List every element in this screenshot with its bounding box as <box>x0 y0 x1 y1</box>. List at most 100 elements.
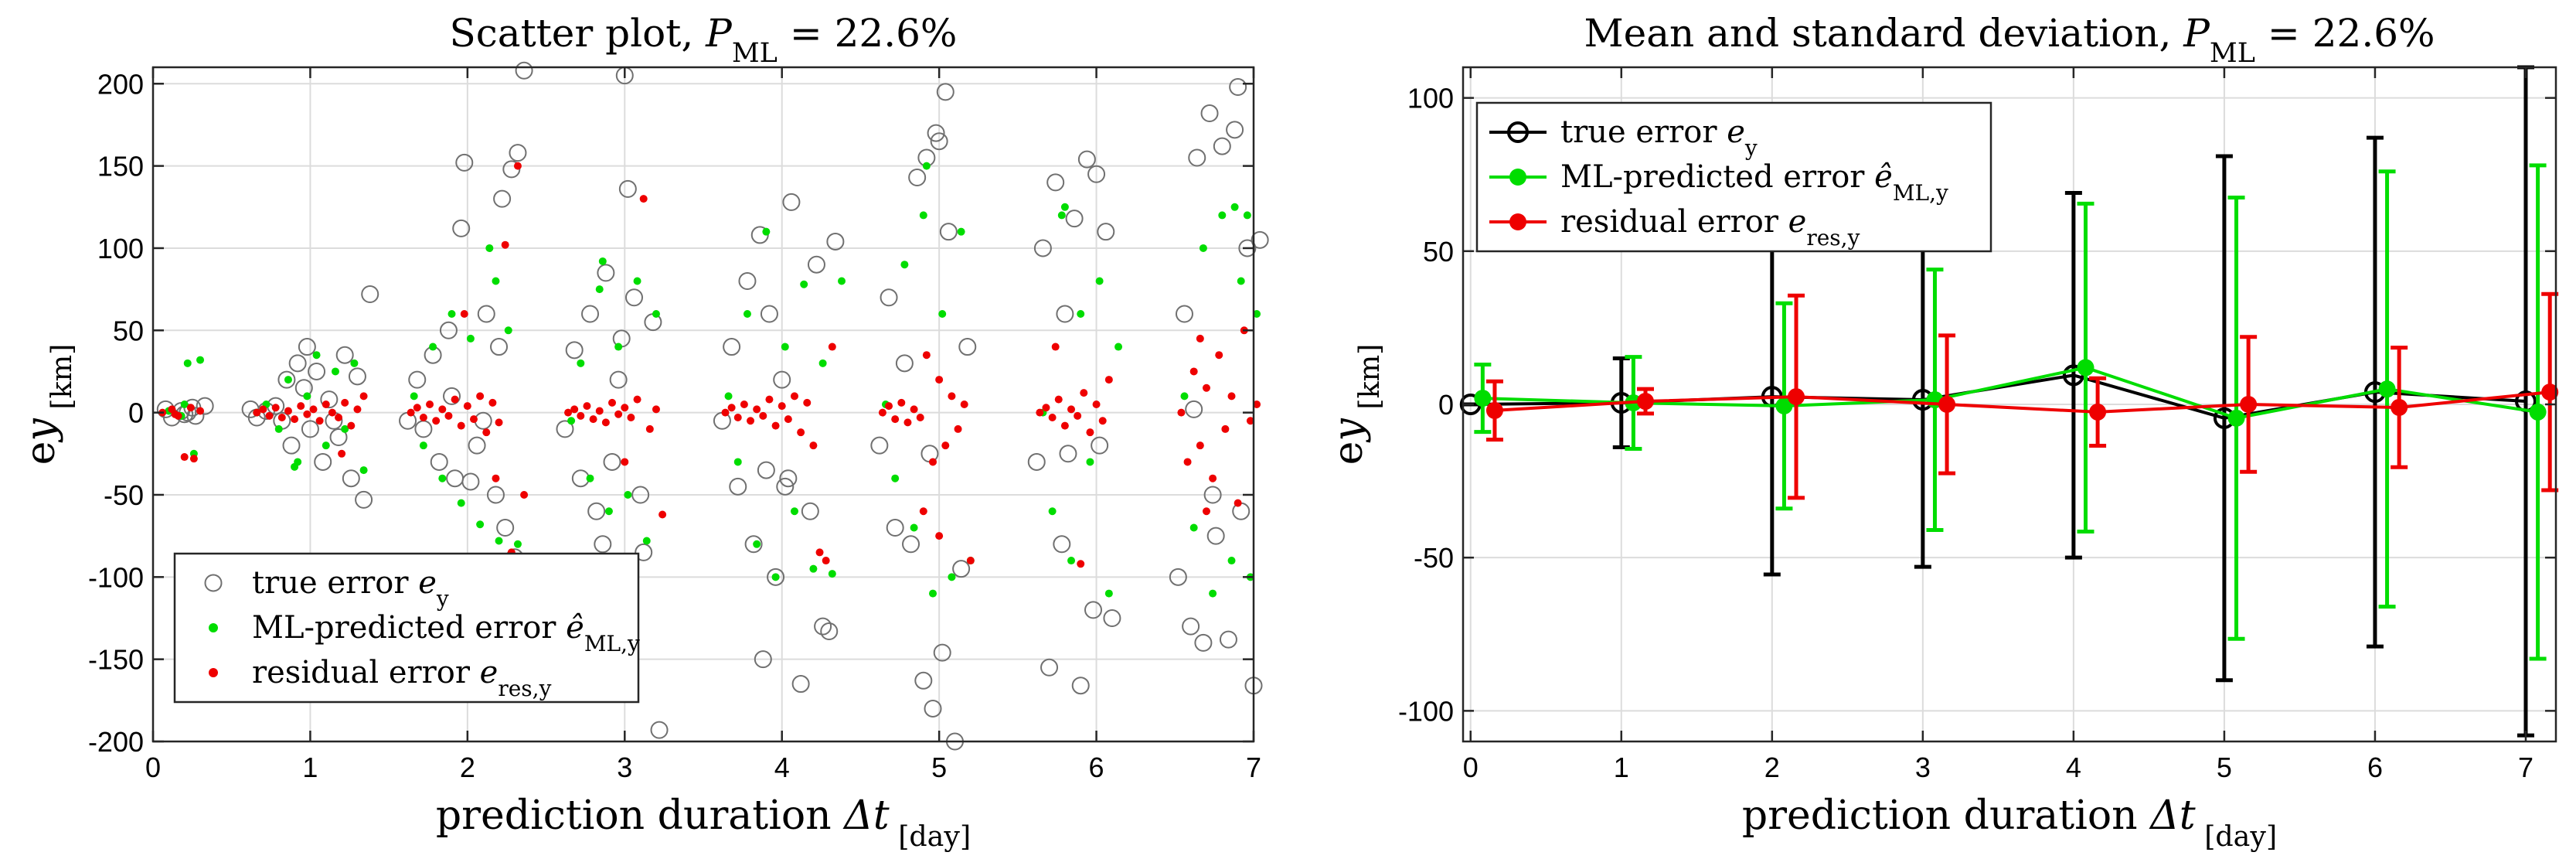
legend-marker <box>204 574 223 592</box>
legend-entry: ML-predicted error êML,y <box>209 610 640 656</box>
true-error-point <box>924 699 942 718</box>
true-error-point <box>624 288 643 307</box>
true-error-point <box>1203 486 1222 504</box>
true-error-point <box>1188 148 1206 167</box>
true-error-point <box>1175 305 1193 323</box>
ml-predicted-point <box>614 343 623 351</box>
true-error-point <box>282 436 301 455</box>
residual-error-point <box>790 392 798 401</box>
residual-error-point <box>721 408 730 417</box>
residual-error-point <box>347 421 356 430</box>
ml-predicted-point <box>513 540 522 548</box>
chart-title-part: Mean and standard deviation, <box>1584 11 2183 56</box>
true-error-point <box>776 477 795 496</box>
true-error-point <box>594 535 612 554</box>
chart-title-subscript: ML <box>2210 38 2255 69</box>
residual-error-point <box>1098 417 1107 425</box>
true-error-point <box>490 338 509 356</box>
residual-error-point <box>1042 404 1050 412</box>
residual-error-point <box>426 401 434 408</box>
residual-error-point <box>407 408 415 417</box>
mean-line <box>1482 366 2538 420</box>
residual-error-point <box>488 398 497 407</box>
residual-error-point <box>186 404 195 412</box>
residual-error-point <box>259 405 267 414</box>
residual-error-point <box>353 405 362 414</box>
x-tick-label: 4 <box>774 752 790 783</box>
residual-error-point <box>1196 334 1204 343</box>
true-error-point <box>908 168 927 186</box>
ml-predicted-point <box>604 507 613 516</box>
y-tick-label: -100 <box>1398 695 1454 727</box>
residual-error-point <box>960 401 968 408</box>
ml-predicted-point <box>196 356 205 364</box>
residual-error-point <box>885 402 893 411</box>
true-error-point <box>958 338 977 356</box>
mean-marker <box>2089 403 2107 421</box>
y-tick-label: 0 <box>128 397 144 429</box>
residual-error-point <box>1077 560 1085 568</box>
ml-predicted-point <box>633 277 641 285</box>
mean-marker <box>2227 409 2245 427</box>
ml-predicted-point <box>929 589 938 598</box>
residual-error-point <box>633 395 641 404</box>
mean-marker <box>1474 390 1492 407</box>
true-error-point <box>320 390 339 409</box>
ticks: 0 1 2 3 4 5 6 7 -200 -150 -100 -50 0 50 100 150 200 <box>88 67 1261 783</box>
residual-error-point <box>727 404 736 412</box>
residual-error-point <box>878 408 886 417</box>
legend-marker <box>1509 213 1526 230</box>
true-error-point <box>1229 78 1247 97</box>
ml-predicted-point <box>891 474 900 482</box>
true-error-point <box>1046 173 1065 192</box>
ml-predicted-point <box>922 162 931 170</box>
residual-error-point <box>1209 474 1217 482</box>
residual-error-point <box>501 240 509 249</box>
true-error-point <box>1194 633 1213 652</box>
residual-error-point <box>759 411 767 420</box>
true-error-point <box>335 346 354 364</box>
residual-error-point <box>1253 401 1261 408</box>
residual-error-point <box>196 407 205 415</box>
series-1 <box>165 162 1261 598</box>
legend-label-symbol: e <box>1788 204 1807 240</box>
true-error-point <box>791 675 810 694</box>
true-error-point <box>760 305 778 323</box>
residual-error-point <box>589 415 597 424</box>
chart-title-part: = 22.6% <box>2255 11 2435 56</box>
ml-predicted-point <box>331 367 339 376</box>
y-axis-label-part: e <box>18 441 64 465</box>
residual-error-point <box>935 532 944 540</box>
legend-label-symbol: e <box>418 565 437 601</box>
x-axis-label: prediction duration Δt [day] <box>1742 793 2277 853</box>
legend-label: residual error eres,y <box>1560 204 1860 251</box>
residual-error-point <box>451 395 459 404</box>
residual-error-point <box>338 449 346 458</box>
residual-error-point <box>1092 401 1101 408</box>
residual-error-point <box>315 417 324 425</box>
residual-error-point <box>733 414 742 422</box>
ml-predicted-point <box>753 540 761 548</box>
true-error-point <box>826 232 845 251</box>
residual-error-point <box>309 405 318 414</box>
ml-predicted-point <box>1209 589 1217 598</box>
residual-error-point <box>476 392 485 401</box>
true-error-point <box>556 420 574 438</box>
ml-predicted-point <box>567 417 576 425</box>
true-error-point <box>515 61 533 80</box>
residual-error-point <box>916 414 924 422</box>
legend-entry: true error ey <box>1489 114 1758 161</box>
true-error-point <box>1238 239 1257 257</box>
true-error-point <box>1169 568 1187 586</box>
legend-label-symbol: e <box>480 655 499 690</box>
true-error-point <box>301 420 319 438</box>
legend-label-subscript: ML,y <box>1893 180 1948 206</box>
residual-error-point <box>797 428 805 437</box>
ml-predicted-point <box>1218 211 1227 220</box>
residual-error-point <box>1246 417 1254 425</box>
ml-predicted-point <box>1086 458 1094 466</box>
true-error-point <box>814 617 832 636</box>
true-error-point <box>509 144 527 162</box>
residual-error-point <box>1196 441 1204 450</box>
true-error-point <box>493 189 512 208</box>
